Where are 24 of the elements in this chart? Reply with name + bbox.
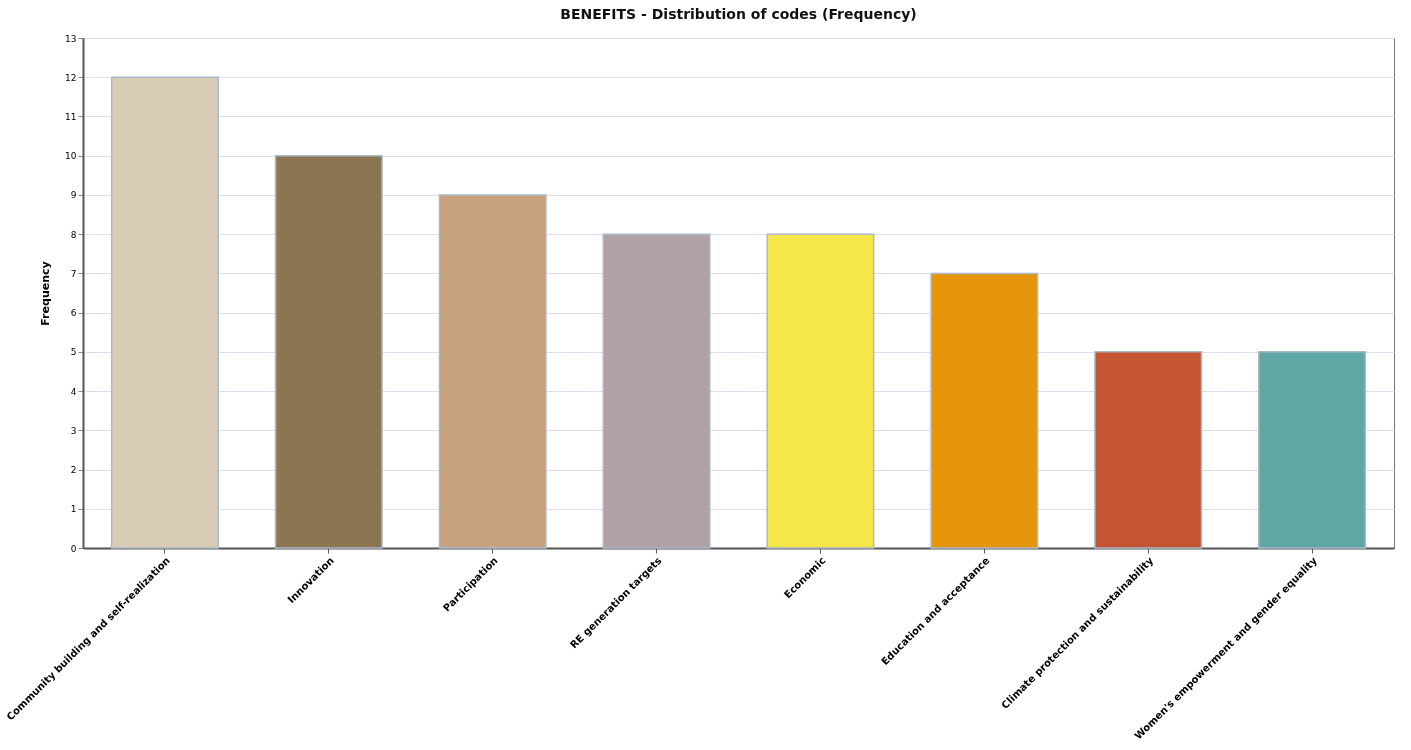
chart-title: BENEFITS - Distribution of codes (Frequency) <box>560 6 917 22</box>
y-tick-label: 8 <box>70 229 77 240</box>
bar <box>930 272 1039 549</box>
y-tick-label: 4 <box>70 386 77 397</box>
y-tick-label: 7 <box>70 268 77 279</box>
y-tick-label: 1 <box>70 504 77 515</box>
bar <box>1258 351 1367 549</box>
bar <box>766 233 875 549</box>
bar <box>1094 351 1203 549</box>
y-tick-label: 5 <box>70 347 77 358</box>
y-axis-title: Frequency <box>39 261 53 326</box>
bar <box>602 233 711 549</box>
y-tick-label: 13 <box>65 33 77 44</box>
y-tick-label: 12 <box>65 72 77 83</box>
y-tick-label: 11 <box>65 111 77 122</box>
y-tick-label: 10 <box>65 151 77 162</box>
y-tick-label: 9 <box>70 190 77 201</box>
bar <box>110 76 219 549</box>
y-tick-label: 2 <box>70 465 77 476</box>
y-tick-label: 6 <box>70 308 77 319</box>
y-tick-label: 0 <box>70 543 77 554</box>
y-tick-label: 3 <box>70 425 77 436</box>
bar <box>274 154 383 549</box>
bar <box>438 194 547 549</box>
